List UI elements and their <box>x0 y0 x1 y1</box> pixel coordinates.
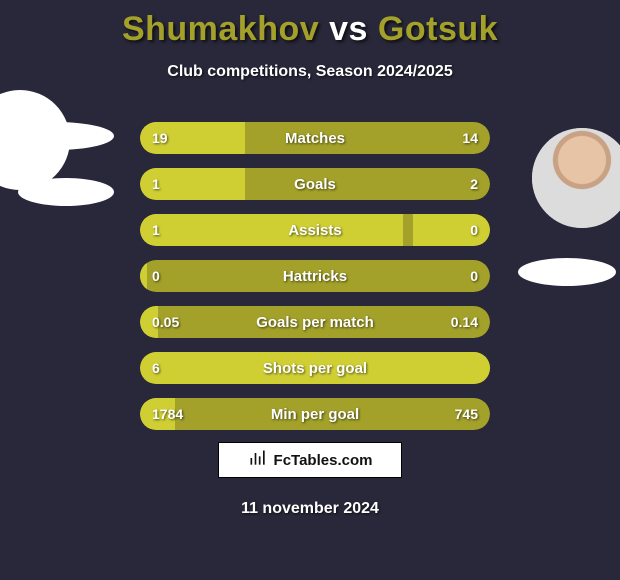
stat-value-left: 0.05 <box>152 306 179 338</box>
bar-fill-left <box>140 214 403 246</box>
date-label: 11 november 2024 <box>0 500 620 518</box>
stat-value-right: 2 <box>470 168 478 200</box>
bar-track <box>140 306 490 338</box>
stat-row: 6 Shots per goal <box>140 352 490 384</box>
subtitle: Club competitions, Season 2024/2025 <box>0 63 620 81</box>
stat-row: 1 Assists 0 <box>140 214 490 246</box>
player2-face <box>532 128 620 228</box>
stat-row: 0.05 Goals per match 0.14 <box>140 306 490 338</box>
stat-row: 0 Hattricks 0 <box>140 260 490 292</box>
bar-fill-left <box>140 352 490 384</box>
player2-name: Gotsuk <box>378 10 498 48</box>
bar-track <box>140 398 490 430</box>
stat-value-left: 1 <box>152 214 160 246</box>
stat-value-right: 0.14 <box>451 306 478 338</box>
decorative-ellipse <box>518 258 616 286</box>
stat-value-right: 745 <box>455 398 478 430</box>
bar-fill-left <box>140 260 147 292</box>
stat-value-left: 1784 <box>152 398 183 430</box>
bar-fill-right <box>413 214 490 246</box>
player1-name: Shumakhov <box>122 10 319 48</box>
stat-row: 1 Goals 2 <box>140 168 490 200</box>
stat-value-right: 0 <box>470 260 478 292</box>
stat-row: 1784 Min per goal 745 <box>140 398 490 430</box>
player2-avatar <box>532 128 620 228</box>
stat-row: 19 Matches 14 <box>140 122 490 154</box>
stat-value-right: 0 <box>470 214 478 246</box>
comparison-title: Shumakhov vs Gotsuk <box>0 0 620 49</box>
stat-value-left: 6 <box>152 352 160 384</box>
bar-track <box>140 260 490 292</box>
brand-badge: FcTables.com <box>218 442 402 478</box>
brand-label: FcTables.com <box>274 452 373 469</box>
stat-value-left: 19 <box>152 122 168 154</box>
stat-value-left: 0 <box>152 260 160 292</box>
stats-chart: 19 Matches 14 1 Goals 2 1 Assists 0 0 Ha… <box>140 122 490 430</box>
decorative-ellipse <box>0 122 114 150</box>
stat-value-left: 1 <box>152 168 160 200</box>
stat-value-right: 14 <box>462 122 478 154</box>
decorative-ellipse <box>18 178 114 206</box>
bar-chart-icon <box>248 448 268 472</box>
vs-label: vs <box>329 10 368 48</box>
